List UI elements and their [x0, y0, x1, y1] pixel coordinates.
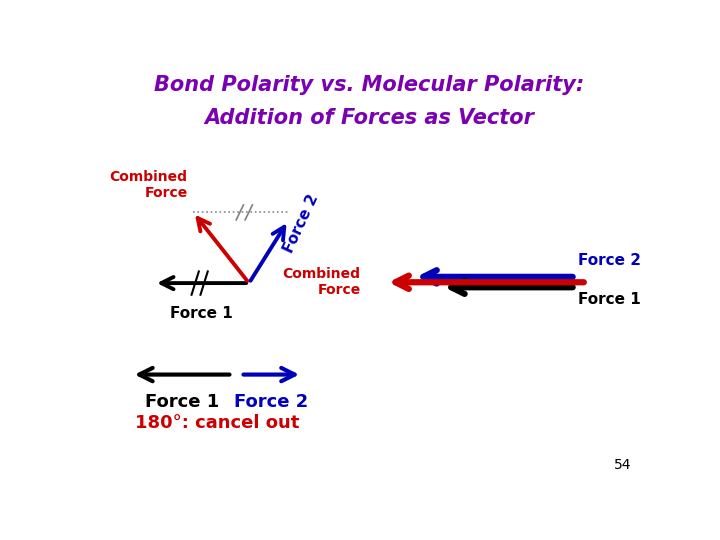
Text: 180°: cancel out: 180°: cancel out: [135, 414, 299, 432]
Text: Force 1: Force 1: [170, 306, 233, 321]
Text: Bond Polarity vs. Molecular Polarity:: Bond Polarity vs. Molecular Polarity:: [154, 75, 584, 95]
Text: Force 1: Force 1: [145, 393, 219, 411]
Text: Addition of Forces as Vector: Addition of Forces as Vector: [204, 109, 534, 129]
Text: Force 2: Force 2: [282, 191, 322, 255]
Text: Force 2: Force 2: [234, 393, 308, 411]
Text: Combined
Force: Combined Force: [109, 170, 188, 200]
Text: Force 2: Force 2: [578, 253, 642, 268]
Text: Combined
Force: Combined Force: [283, 267, 361, 298]
Text: Force 1: Force 1: [578, 292, 641, 307]
Text: 54: 54: [613, 458, 631, 472]
